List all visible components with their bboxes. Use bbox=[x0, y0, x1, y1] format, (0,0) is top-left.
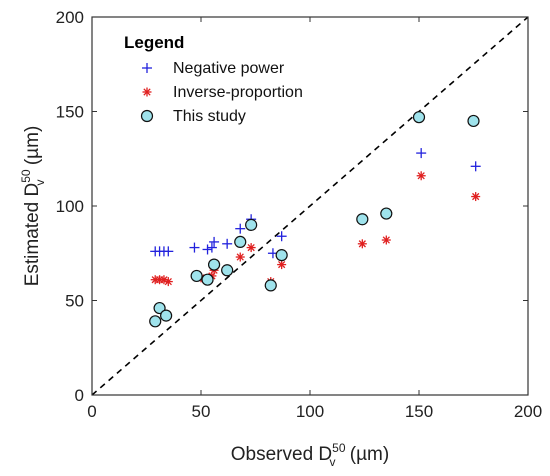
data-point-plus bbox=[470, 161, 481, 172]
legend-label: This study bbox=[173, 108, 246, 125]
x-tick-label: 150 bbox=[405, 402, 433, 421]
y-axis-label: Estimated D50v (µm) bbox=[19, 126, 47, 287]
reference-line-1to1 bbox=[91, 16, 529, 396]
data-point-circle bbox=[201, 273, 214, 286]
x-tick-label: 50 bbox=[192, 402, 211, 421]
legend-marker-asterisk bbox=[142, 87, 152, 97]
legend-label: Inverse-proportion bbox=[173, 84, 303, 101]
data-point-plus bbox=[163, 246, 174, 257]
data-point-circle bbox=[412, 111, 426, 124]
data-point-plus bbox=[209, 236, 220, 247]
axis-ticks: 0 50 100 150 200 0 50 100 150 200 bbox=[56, 8, 543, 421]
y-tick-label: 0 bbox=[75, 386, 84, 405]
legend-label: Negative power bbox=[173, 60, 285, 77]
data-point-circle bbox=[221, 264, 234, 277]
y-tick-label: 50 bbox=[65, 292, 84, 311]
data-point-asterisk bbox=[471, 192, 481, 202]
data-point-circle bbox=[207, 258, 221, 271]
data-point-plus bbox=[222, 238, 233, 249]
data-point-asterisk bbox=[381, 235, 391, 245]
legend-marker-plus bbox=[142, 63, 152, 73]
series-layer bbox=[149, 111, 481, 328]
y-tick-label: 200 bbox=[56, 8, 84, 27]
data-point-circle bbox=[190, 269, 203, 283]
data-point-asterisk bbox=[357, 239, 367, 249]
series-asterisk bbox=[150, 171, 481, 287]
data-point-asterisk bbox=[277, 260, 287, 270]
data-point-circle bbox=[153, 301, 166, 315]
legend: Legend Negative power Inverse-proportion T… bbox=[124, 33, 303, 125]
series-circle bbox=[149, 111, 480, 328]
data-point-circle bbox=[245, 218, 258, 231]
data-point-plus bbox=[416, 148, 427, 159]
data-point-circle bbox=[356, 213, 369, 226]
data-point-circle bbox=[380, 207, 393, 220]
x-axis-label: Observed D50 v (µm) bbox=[231, 441, 389, 469]
data-point-asterisk bbox=[246, 243, 256, 253]
x-tick-label: 100 bbox=[296, 402, 324, 421]
data-point-asterisk bbox=[163, 277, 173, 287]
data-point-circle bbox=[275, 249, 288, 262]
data-point-circle bbox=[149, 315, 162, 328]
legend-title: Legend bbox=[124, 33, 184, 52]
x-tick-label: 0 bbox=[87, 402, 96, 421]
data-point-plus bbox=[202, 244, 213, 255]
x-tick-label: 200 bbox=[514, 402, 542, 421]
legend-marker-circle bbox=[140, 109, 154, 123]
data-point-plus bbox=[235, 223, 246, 234]
data-point-circle bbox=[160, 309, 173, 322]
data-point-asterisk bbox=[235, 252, 245, 262]
data-point-circle bbox=[234, 235, 247, 249]
legend-entries: Negative power Inverse-proportion This stu… bbox=[140, 60, 303, 125]
data-point-plus bbox=[206, 242, 217, 253]
data-point-plus bbox=[189, 242, 200, 253]
y-tick-label: 100 bbox=[56, 197, 84, 216]
data-point-circle bbox=[264, 279, 277, 292]
data-point-asterisk bbox=[416, 171, 426, 181]
y-tick-label: 150 bbox=[56, 103, 84, 122]
data-point-plus bbox=[276, 231, 287, 242]
data-point-circle bbox=[467, 114, 480, 128]
